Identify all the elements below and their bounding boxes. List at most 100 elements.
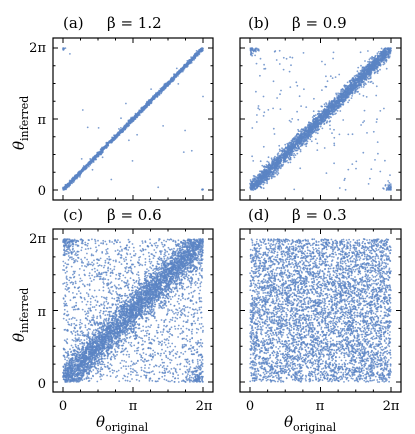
scatter-point: [62, 47, 64, 49]
scatter-point: [289, 161, 292, 164]
scatter-point: [302, 52, 305, 54]
scatter-point: [164, 82, 167, 85]
scatter-point: [351, 133, 354, 136]
scatter-point: [68, 179, 71, 182]
scatter-point: [101, 156, 104, 159]
scatter-point: [387, 57, 390, 59]
scatter-point: [354, 74, 357, 77]
scatter-point: [110, 178, 113, 181]
scatter-point: [368, 75, 370, 78]
scatter-point: [251, 52, 254, 55]
scatter-point: [355, 90, 357, 93]
scatter-point: [136, 133, 139, 136]
scatter-point: [310, 140, 313, 143]
scatter-point: [270, 176, 273, 179]
scatter-point: [150, 88, 153, 90]
scatter-point: [288, 119, 291, 122]
scatter-point: [88, 161, 91, 164]
scatter-point: [157, 186, 160, 189]
scatter-point: [277, 154, 279, 157]
scatter-point: [131, 160, 134, 162]
scatter-point: [389, 174, 391, 177]
scatter-point: [388, 181, 391, 184]
scatter-point: [262, 95, 265, 98]
scatter-point: [356, 87, 358, 90]
scatter-point: [377, 51, 380, 53]
scatter-point: [327, 114, 330, 117]
scatter-point: [383, 62, 386, 65]
scatter-point: [291, 149, 293, 152]
scatter-point: [277, 152, 280, 155]
scatter-point: [67, 184, 70, 187]
scatter-point: [263, 63, 265, 66]
scatter-point: [64, 184, 67, 187]
scatter-point: [364, 60, 366, 62]
scatter-point: [99, 150, 102, 153]
scatter-point: [308, 121, 310, 124]
scatter-point: [282, 56, 285, 59]
scatter-point: [357, 66, 360, 69]
scatter-point: [63, 187, 65, 190]
scatter-point: [162, 125, 165, 127]
scatter-point: [112, 138, 115, 141]
scatter-point: [372, 130, 375, 133]
scatter-point: [249, 179, 252, 181]
scatter-point: [85, 167, 88, 170]
scatter-point: [333, 144, 336, 147]
scatter-point: [81, 109, 84, 111]
scatter-point: [278, 63, 281, 65]
scatter-point: [91, 168, 94, 171]
scatter-point: [299, 150, 302, 153]
scatter-point: [177, 83, 180, 85]
scatter-point: [331, 132, 333, 135]
scatter-point: [85, 164, 88, 167]
scatter-point: [325, 103, 328, 106]
scatter-point: [318, 110, 321, 113]
scatter-point: [376, 118, 378, 121]
scatter-point: [127, 139, 130, 142]
scatter-point: [276, 97, 278, 99]
scatter-point: [376, 141, 379, 144]
scatter-point: [296, 84, 299, 87]
scatter-point: [272, 127, 275, 130]
scatter-point: [202, 95, 204, 98]
scatter-point: [360, 124, 362, 126]
scatter-point: [328, 100, 331, 102]
scatter-point: [190, 59, 192, 62]
scatter-point: [338, 73, 341, 76]
scatter-point: [316, 142, 319, 145]
scatter-point: [317, 115, 320, 118]
scatter-point: [70, 179, 73, 182]
scatter-point: [386, 187, 388, 189]
scatter-point: [160, 88, 162, 91]
scatter-point: [367, 183, 370, 185]
scatter-point: [351, 83, 354, 86]
scatter-point: [288, 142, 290, 144]
scatter-point: [293, 156, 296, 159]
scatter-point: [257, 105, 260, 107]
scatter-point: [191, 58, 194, 61]
scatter-point: [198, 53, 201, 56]
scatter-point: [262, 145, 265, 148]
scatter-point: [321, 127, 324, 130]
scatter-point: [371, 55, 373, 58]
scatter-point: [134, 116, 137, 119]
scatter-point: [384, 50, 387, 53]
scatter-point: [80, 158, 83, 160]
scatter-point: [267, 156, 270, 159]
panel-a-points: [62, 47, 204, 191]
scatter-point: [173, 75, 176, 77]
scatter-point: [252, 160, 255, 162]
scatter-point: [169, 82, 172, 85]
scatter-point: [299, 167, 302, 170]
scatter-point: [291, 56, 294, 59]
scatter-point: [261, 164, 264, 167]
scatter-point: [290, 64, 292, 67]
scatter-point: [329, 115, 331, 118]
scatter-point: [322, 109, 325, 111]
scatter-point: [338, 133, 341, 136]
scatter-point: [356, 70, 359, 73]
scatter-point: [387, 180, 390, 182]
scatter-point: [255, 62, 258, 65]
